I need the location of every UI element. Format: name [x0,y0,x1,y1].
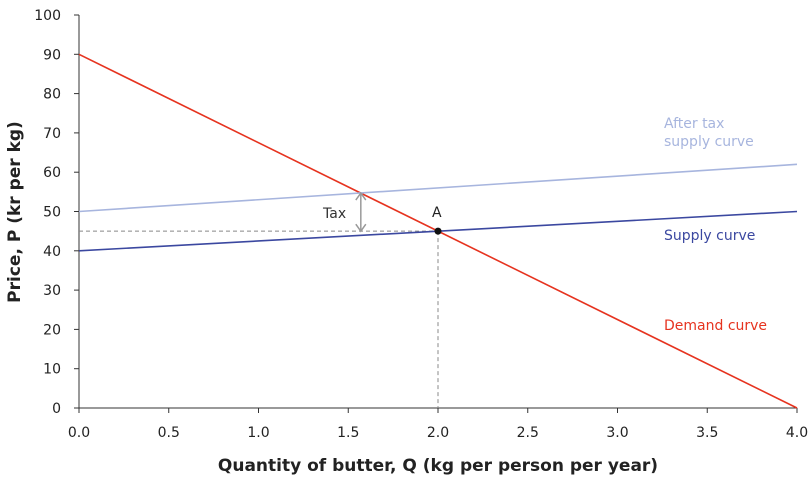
y-tick-label: 80 [43,87,61,103]
y-tick-label: 20 [43,322,61,338]
x-tick-label: 0.0 [68,425,90,441]
after-tax-supply-curve [78,163,798,213]
y-axis-label: Price, P (kr per kg) [5,121,25,303]
x-tick-label: 3.5 [696,425,718,441]
y-tick-label: 40 [43,244,61,260]
after-tax-label-1: After tax [664,116,724,132]
tax-arrowhead-down [355,223,367,233]
y-tick-label: 60 [43,165,61,181]
x-tick-label: 2.5 [517,425,539,441]
y-tick-label: 30 [43,283,61,299]
y-tick-label: 10 [43,362,61,378]
point-a-label: A [432,205,442,221]
y-tick-label: 70 [43,126,61,142]
x-tick-label: 4.0 [786,425,808,441]
y-tick-label: 100 [34,8,61,24]
x-tick-label: 0.5 [158,425,180,441]
tax-arrowhead-up [355,191,367,201]
x-tick-label: 1.5 [337,425,359,441]
y-tick-label: 0 [52,401,61,417]
x-tick-label: 1.0 [247,425,269,441]
after-tax-label-2: supply curve [664,134,754,150]
demand-label: Demand curve [664,318,767,334]
equilibrium-point-a [434,227,442,235]
x-tick-label: 3.0 [606,425,628,441]
tax-label: Tax [322,206,346,222]
x-axis-label: Quantity of butter, Q (kg per person per… [218,456,658,476]
y-tick-label: 50 [43,205,61,221]
x-tick-label: 2.0 [427,425,449,441]
supply-label: Supply curve [664,228,755,244]
y-tick-label: 90 [43,47,61,63]
